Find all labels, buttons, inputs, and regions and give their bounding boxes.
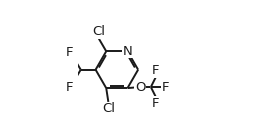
Text: N: N [123,45,132,58]
Text: F: F [152,97,159,110]
Text: F: F [66,81,73,94]
Text: F: F [66,46,73,59]
Text: O: O [135,81,145,94]
Text: Cl: Cl [102,102,115,116]
Text: F: F [152,64,159,77]
Text: Cl: Cl [92,25,105,38]
Text: F: F [162,81,169,94]
